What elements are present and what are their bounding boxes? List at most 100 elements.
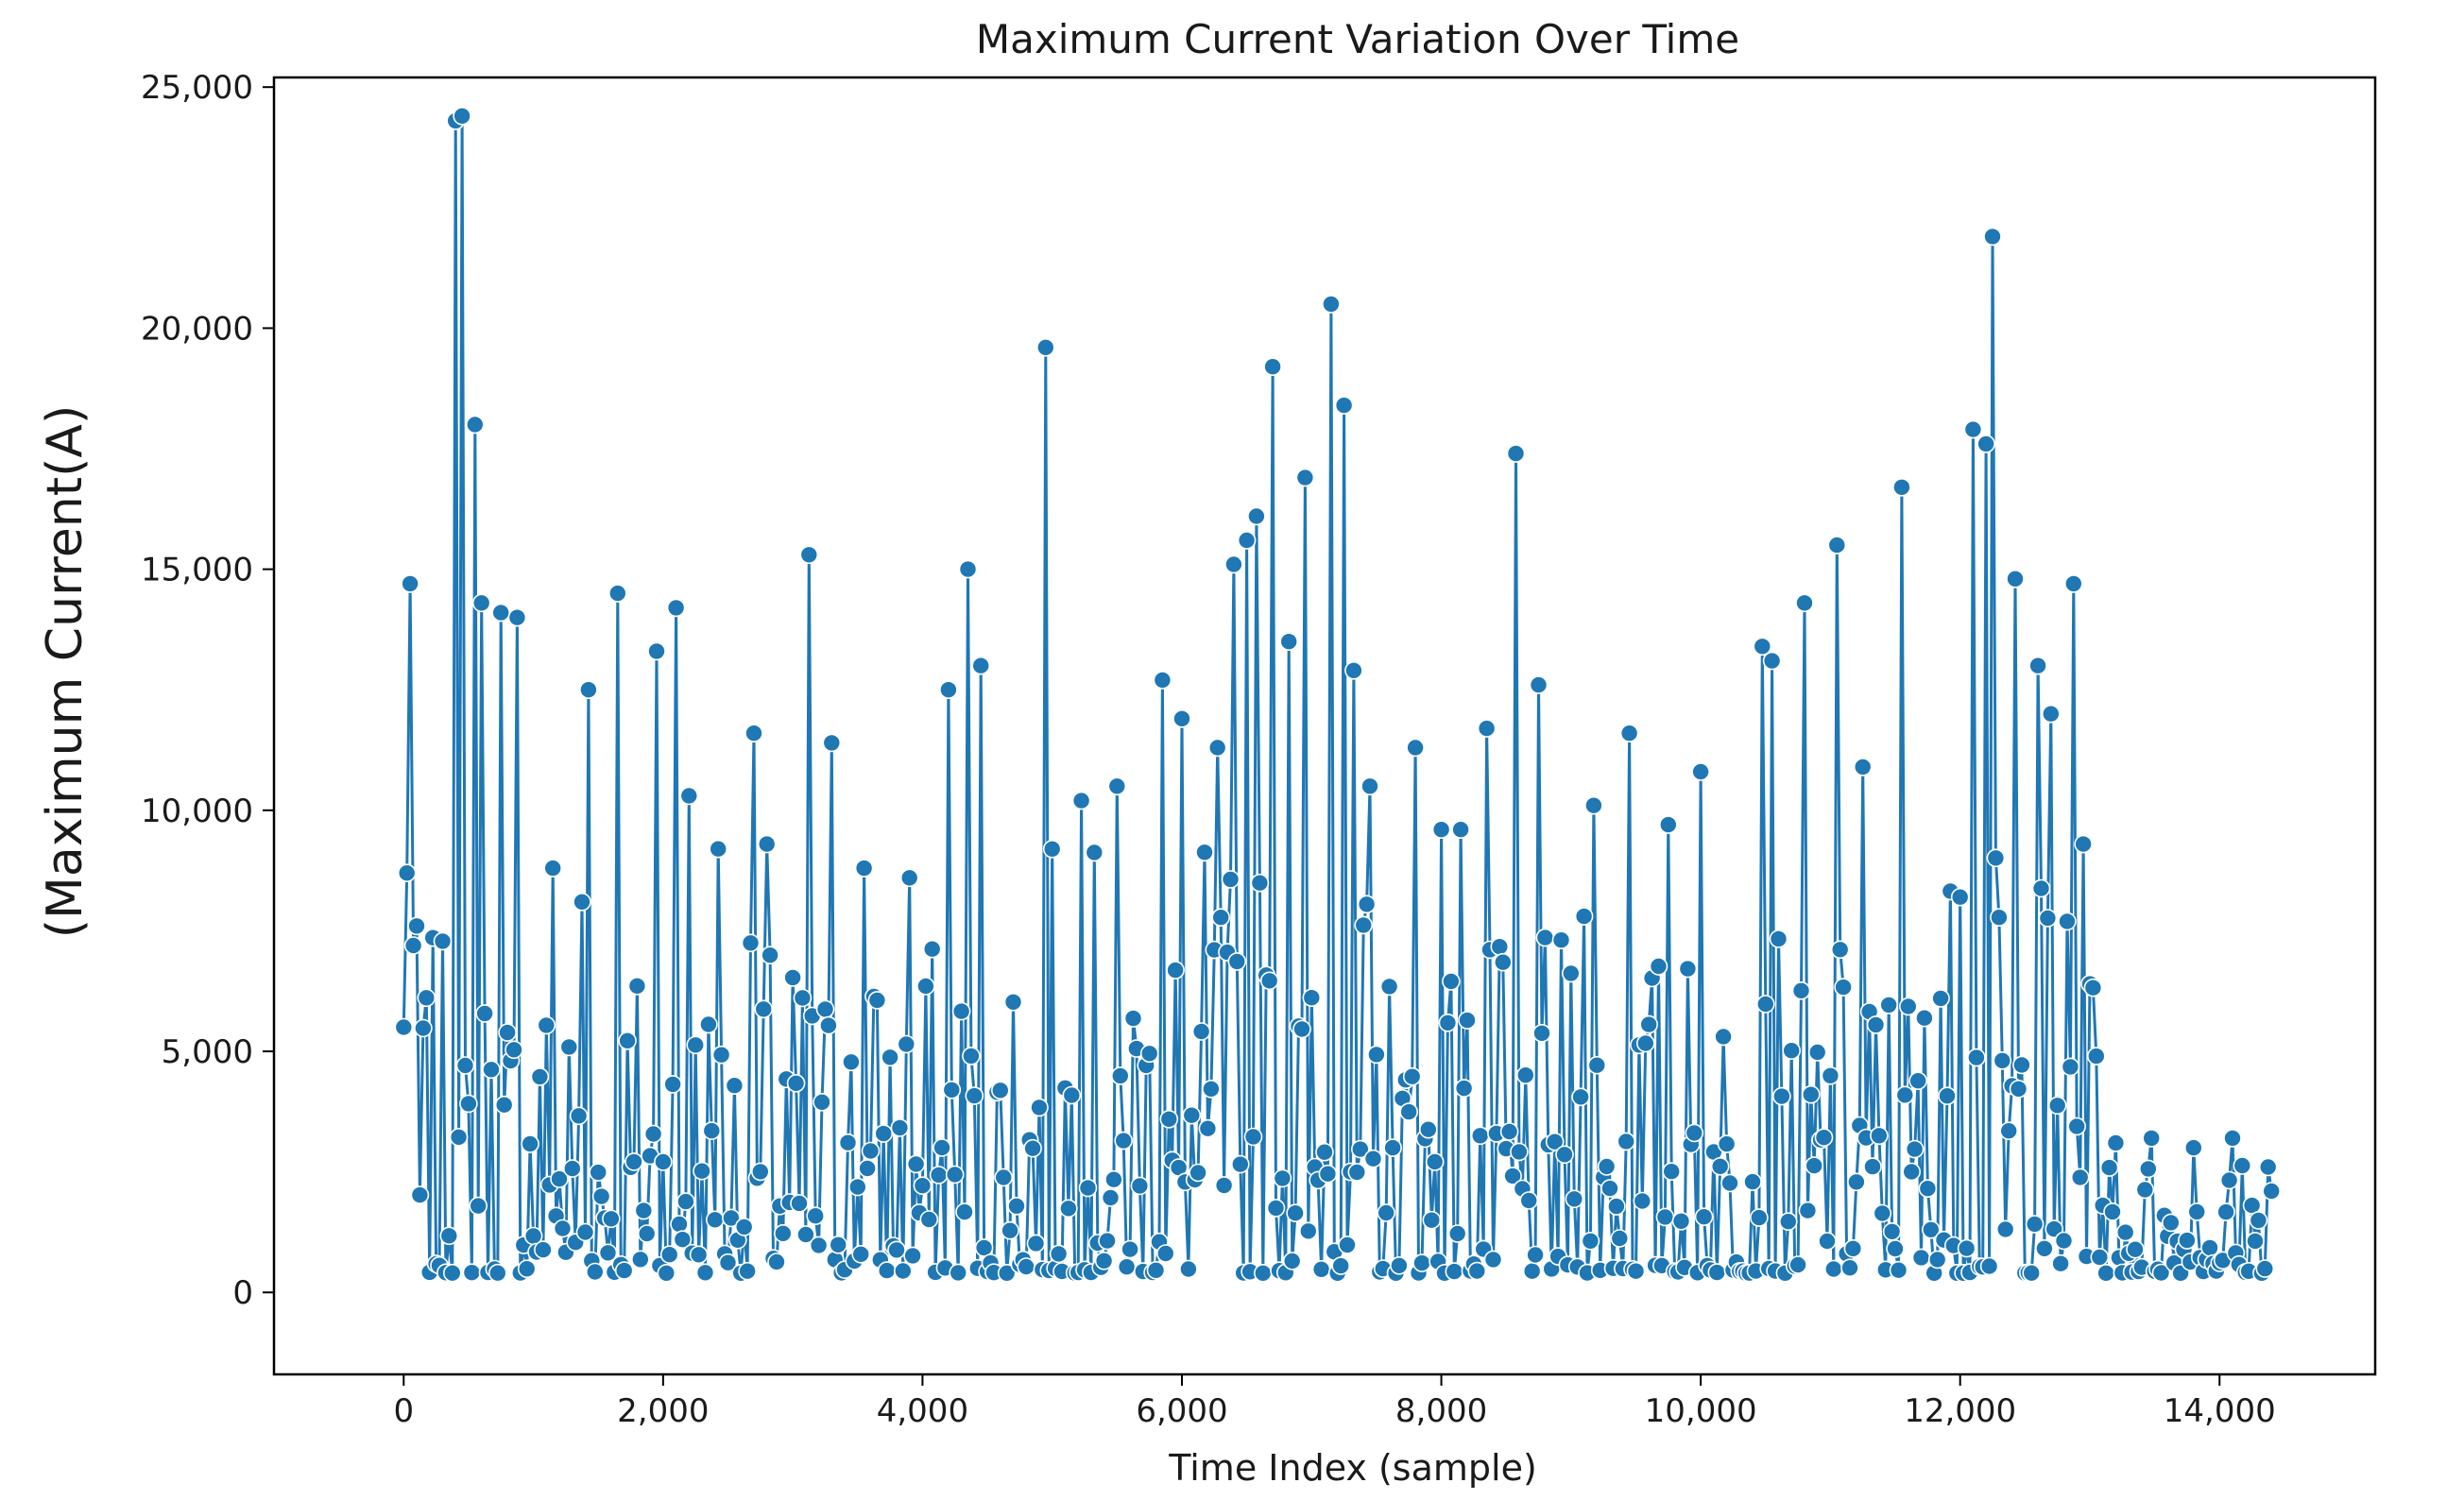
data-point: [1477, 719, 1497, 738]
data-point: [1078, 1178, 1098, 1198]
data-point: [951, 1001, 971, 1021]
data-point: [1782, 1041, 1801, 1060]
data-point: [2047, 1096, 2067, 1116]
data-point: [1503, 1167, 1522, 1185]
data-point: [705, 1210, 725, 1230]
data-point: [897, 1034, 916, 1054]
data-point: [1299, 1221, 1318, 1241]
data-point: [1678, 959, 1698, 979]
data-point: [2028, 656, 2047, 675]
data-point: [1911, 1248, 1931, 1268]
data-point: [783, 968, 802, 987]
data-point: [958, 559, 978, 579]
data-point: [1587, 1055, 1607, 1075]
data-point: [1873, 1203, 1892, 1223]
data-point: [1506, 444, 1526, 463]
data-point: [754, 999, 774, 1019]
data-point: [507, 607, 527, 627]
data-point: [1574, 907, 1594, 926]
data-point: [2151, 1263, 2171, 1283]
data-point: [1214, 1176, 1234, 1195]
data-point: [1123, 1009, 1143, 1028]
data-point: [1315, 1142, 1334, 1162]
data-point: [1671, 1212, 1691, 1231]
data-point: [1863, 1157, 1882, 1176]
data-point: [1412, 1253, 1431, 1272]
data-point: [974, 1238, 994, 1257]
data-point: [1354, 915, 1373, 935]
data-point: [1967, 1048, 1986, 1067]
data-point: [394, 1017, 414, 1037]
y-axis-label: (Maximum Current(A): [37, 405, 94, 938]
data-point: [647, 641, 666, 661]
data-point: [1649, 957, 1668, 976]
data-point: [1490, 937, 1510, 957]
data-point: [1338, 1236, 1357, 1254]
data-point: [1762, 651, 1782, 671]
data-point: [1830, 940, 1850, 960]
data-point: [1824, 1259, 1843, 1279]
data-point: [955, 1202, 974, 1221]
data-point: [842, 1052, 861, 1072]
data-point: [991, 1081, 1010, 1100]
data-point: [1357, 895, 1377, 914]
data-point: [1156, 1244, 1175, 1263]
data-point: [2246, 1232, 2265, 1251]
data-point: [654, 1152, 673, 1171]
y-tick-label: 15,000: [141, 552, 253, 589]
data-point: [1551, 930, 1571, 950]
data-point: [2200, 1238, 2219, 1257]
data-point: [1526, 1245, 1545, 1265]
data-point: [806, 1206, 826, 1225]
data-point: [1610, 1229, 1630, 1248]
data-point: [874, 1124, 894, 1143]
data-point: [854, 859, 874, 878]
data-point: [575, 1222, 595, 1242]
chart-title: Maximum Current Variation Over Time: [976, 16, 1739, 62]
data-point: [521, 1134, 539, 1153]
data-point: [401, 574, 419, 593]
data-point: [1522, 1261, 1542, 1281]
data-point: [1802, 1084, 1821, 1104]
data-point: [1870, 1126, 1889, 1146]
data-point: [718, 1253, 738, 1272]
data-point: [1295, 468, 1315, 487]
data-point: [543, 859, 563, 878]
data-point: [1999, 1121, 2018, 1140]
data-point: [939, 680, 958, 700]
data-point: [767, 1253, 786, 1271]
data-point: [488, 1263, 507, 1283]
data-point: [1451, 820, 1470, 840]
data-point: [530, 1067, 550, 1086]
data-point: [1243, 1127, 1263, 1147]
data-point: [1101, 1188, 1121, 1207]
data-point: [2074, 834, 2093, 854]
data-point: [1798, 1201, 1818, 1220]
data-point: [734, 1218, 754, 1236]
data-point: [2255, 1259, 2275, 1278]
y-axis-ticks: 0 5,000 10,000 15,000 20,000 25,000: [141, 69, 274, 1312]
data-point: [1419, 1119, 1438, 1139]
data-point: [630, 1250, 650, 1270]
data-point: [1211, 908, 1230, 928]
data-point: [1600, 1179, 1619, 1198]
data-point: [1983, 227, 2002, 247]
data-point: [433, 931, 453, 951]
data-point: [2042, 704, 2061, 724]
data-point: [414, 1018, 433, 1038]
data-point: [861, 1141, 881, 1161]
data-point: [1146, 1261, 1166, 1280]
data-point: [1510, 1142, 1529, 1162]
data-point: [1114, 1131, 1133, 1151]
data-point: [657, 1264, 676, 1283]
data-point: [2067, 1116, 2086, 1136]
data-point: [2070, 1168, 2090, 1187]
data-point: [699, 1014, 718, 1034]
data-point: [1922, 1220, 1941, 1239]
data-point: [933, 1138, 951, 1157]
data-point: [550, 1169, 569, 1188]
data-point: [1963, 419, 1983, 439]
data-point: [1221, 870, 1241, 889]
data-point: [738, 1261, 757, 1281]
data-point: [1494, 952, 1513, 972]
